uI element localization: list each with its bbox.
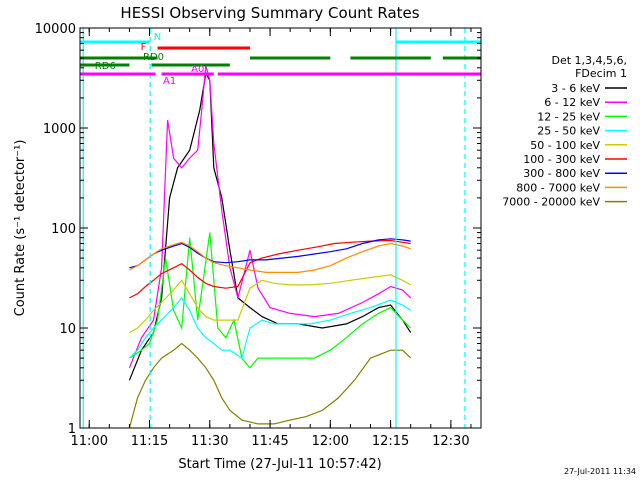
series-line-0 xyxy=(128,71,412,381)
legend-label-0: 3 - 6 keV xyxy=(551,82,600,95)
y-tick-label: 1000 xyxy=(43,122,76,137)
legend-label-4: 50 - 100 keV xyxy=(530,139,600,152)
series-line-2 xyxy=(129,232,412,369)
x-tick-label: 11:00 xyxy=(71,434,108,449)
y-tick-label: 10 xyxy=(59,322,76,337)
flag-label-rd6: RD6 xyxy=(95,61,116,72)
y-axis-label: Count Rate (s⁻¹ detector⁻¹) xyxy=(13,140,28,317)
y-tick-label: 100 xyxy=(51,222,76,237)
x-tick-label: 11:15 xyxy=(131,434,168,449)
x-tick-label: 12:30 xyxy=(432,434,469,449)
legend-label-3: 25 - 50 keV xyxy=(537,125,600,138)
legend-header-line-1: Det 1,3,4,5,6, xyxy=(551,54,627,67)
series-line-1 xyxy=(128,65,412,369)
legend-label-2: 12 - 25 keV xyxy=(537,110,600,123)
chart-title: HESSI Observing Summary Count Rates xyxy=(120,4,419,22)
legend-label-6: 300 - 800 keV xyxy=(523,167,600,180)
series-line-4 xyxy=(129,274,411,334)
plot-frame xyxy=(79,27,482,429)
x-tick-label: 12:15 xyxy=(372,434,409,449)
flag-label-a0: A0 xyxy=(191,64,204,75)
y-tick-label: 1 xyxy=(68,422,76,437)
series-line-8 xyxy=(128,342,412,428)
x-axis-label: Start Time (27-Jul-11 10:57:42) xyxy=(178,457,381,472)
x-tick-label: 11:30 xyxy=(191,434,228,449)
x-tick-label: 12:00 xyxy=(312,434,349,449)
flag-label-a1: A1 xyxy=(163,76,176,87)
x-tick-label: 11:45 xyxy=(251,434,288,449)
flag-label-f: F xyxy=(141,42,147,53)
legend-label-1: 6 - 12 keV xyxy=(544,96,600,109)
series-line-7 xyxy=(129,241,411,273)
legend-header-line-2: FDecim 1 xyxy=(575,67,627,80)
series-line-6 xyxy=(129,238,411,269)
y-tick-label: 10000 xyxy=(35,22,76,37)
flag-label-rd0: RD0 xyxy=(143,52,164,63)
flag-label-n: N xyxy=(154,32,161,43)
legend-label-8: 7000 - 20000 keV xyxy=(502,196,600,209)
footer-timestamp: 27-Jul-2011 11:34 xyxy=(564,467,636,476)
series-line-3 xyxy=(128,296,412,360)
legend-label-5: 100 - 300 keV xyxy=(523,153,600,166)
legend-label-7: 800 - 7000 keV xyxy=(516,181,600,194)
series-line-5 xyxy=(129,239,411,299)
